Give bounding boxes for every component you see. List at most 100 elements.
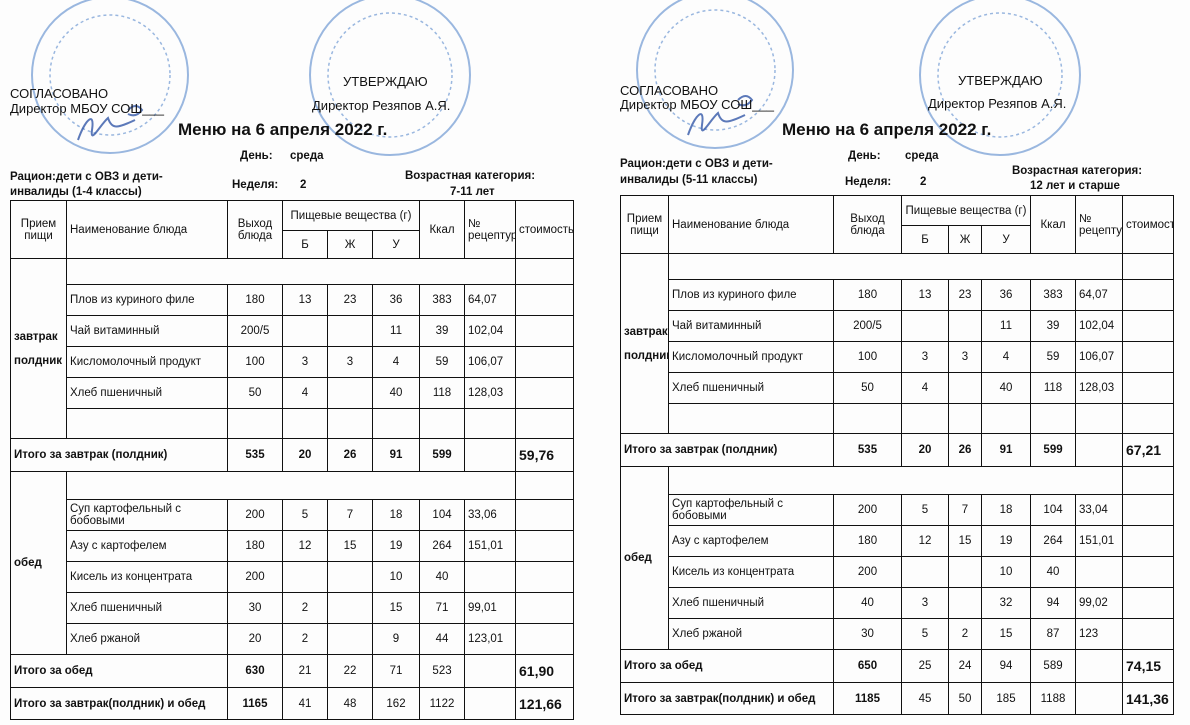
dish-b: 3 <box>901 341 949 373</box>
table-row: Хлеб пшеничный 30 2 15 71 99,01 <box>11 592 575 624</box>
week-value: 2 <box>300 179 307 191</box>
table-row: Кисель из концентрата 200 10 40 <box>11 561 575 593</box>
dish-kcal: 264 <box>1030 525 1077 557</box>
approved-label: УТВЕРЖДАЮ <box>958 73 1043 88</box>
total-u: 91 <box>371 438 421 472</box>
blank-row <box>621 403 1175 434</box>
grand-total-cost: 141,36 <box>1122 682 1175 715</box>
dish-name: Хлеб пшеничный <box>668 587 834 619</box>
grand-total-zh: 48 <box>327 687 373 720</box>
total-recipe <box>464 654 517 688</box>
week-value: 2 <box>920 176 927 188</box>
total-output: 630 <box>227 654 283 688</box>
dish-cost <box>1122 310 1175 342</box>
dish-kcal: 40 <box>419 561 466 593</box>
table-row: Плов из куриного филе 180 13 23 36 383 64,07 <box>621 279 1175 311</box>
dish-output: 100 <box>833 341 902 373</box>
table-row: Кисломолочный продукт 100 3 3 4 59 106,07 <box>11 346 575 378</box>
grand-total-output: 1185 <box>833 682 902 715</box>
table-row: Кисель из концентрата 200 10 40 <box>621 556 1175 588</box>
dish-b: 13 <box>901 279 949 311</box>
table-row: Хлеб пшеничный 40 3 32 94 99,02 <box>621 587 1175 619</box>
dish-kcal: 39 <box>419 315 466 347</box>
dish-cost <box>1122 587 1175 619</box>
total-b: 25 <box>901 649 949 683</box>
dish-output: 50 <box>227 377 283 409</box>
blank-cell <box>464 408 517 439</box>
dish-kcal: 71 <box>419 592 466 624</box>
age-category-label: Возрастная категория: <box>405 170 536 182</box>
dish-zh <box>948 310 982 342</box>
dish-b: 4 <box>901 372 949 404</box>
total-kcal: 523 <box>419 654 466 688</box>
meal-type-cell: завтрак полдник <box>620 253 669 434</box>
dish-cost <box>1122 618 1175 650</box>
dish-u: 4 <box>371 346 421 378</box>
total-u: 94 <box>980 649 1032 683</box>
dish-output: 200 <box>833 494 902 526</box>
dish-u: 36 <box>980 279 1032 311</box>
grand-total-recipe <box>1075 682 1124 715</box>
day-value: среда <box>290 150 324 162</box>
menu-table: Прием пищи Наименование блюда Выход блюда П… <box>10 200 575 720</box>
table-row: Суп картофельный с бобовыми 200 5 7 18 104 33,… <box>621 494 1175 526</box>
dish-u: 4 <box>980 341 1032 373</box>
header-dish: Наименование блюда <box>668 195 834 254</box>
dish-kcal: 118 <box>1030 372 1077 404</box>
total-output: 535 <box>227 438 283 472</box>
dish-zh: 3 <box>327 346 373 378</box>
section-cost <box>1122 253 1175 280</box>
section-row: обед <box>10 471 575 655</box>
blank-cell <box>1030 403 1077 434</box>
dish-recipe: 33,04 <box>1075 494 1124 526</box>
section-total-row: Итого за обед 630 21 22 71 523 61,90 <box>10 654 575 688</box>
meal-type-label: завтрак <box>14 330 58 343</box>
dish-cost <box>1122 372 1175 404</box>
total-kcal: 589 <box>1030 649 1077 683</box>
header-dish: Наименование блюда <box>66 200 228 259</box>
section-blank <box>667 253 1124 280</box>
header-fat: Ж <box>948 225 982 254</box>
dish-name: Хлеб пшеничный <box>668 372 834 404</box>
dish-u: 36 <box>371 284 421 316</box>
table-row: Азу с картофелем 180 12 15 19 264 151,01 <box>11 530 575 562</box>
meal-type-label: завтрак <box>624 325 668 338</box>
dish-output: 180 <box>833 525 902 557</box>
dish-output: 200 <box>227 561 283 593</box>
dish-kcal: 59 <box>1030 341 1077 373</box>
grand-total-kcal: 1188 <box>1030 682 1077 715</box>
header-kcal: Ккал <box>419 200 466 259</box>
total-cost: 61,90 <box>515 654 575 688</box>
meal-type-cell: завтрак полдник <box>10 258 67 439</box>
dish-kcal: 383 <box>1030 279 1077 311</box>
dish-recipe: 123,01 <box>464 623 517 655</box>
dish-name: Хлеб пшеничный <box>66 377 228 409</box>
blank-cell <box>327 408 373 439</box>
dish-kcal: 39 <box>1030 310 1077 342</box>
dish-recipe: 123 <box>1075 618 1124 650</box>
dish-output: 30 <box>833 618 902 650</box>
dish-output: 50 <box>833 372 902 404</box>
dish-recipe: 128,03 <box>464 377 517 409</box>
dish-cost <box>515 315 575 347</box>
dish-b <box>901 556 949 588</box>
dish-zh <box>327 315 373 347</box>
grand-total-row: Итого за завтрак(полдник) и обед 1185 45 50… <box>620 682 1175 715</box>
dish-b: 3 <box>901 587 949 619</box>
menu-title: Меню на 6 апреля 2022 г. <box>178 120 388 139</box>
section-row: обед <box>620 466 1175 650</box>
header-output: Выход блюда <box>227 200 283 259</box>
dish-output: 200/5 <box>833 310 902 342</box>
round-stamp-icon <box>31 0 189 154</box>
grand-total-u: 185 <box>980 682 1032 715</box>
dish-recipe: 106,07 <box>464 346 517 378</box>
approved-by: Директор Резяпов А.Я. <box>928 96 1067 111</box>
week-label: Неделя: <box>232 179 279 191</box>
total-label: Итого за завтрак (полдник) <box>620 433 834 467</box>
header-protein: Б <box>901 225 949 254</box>
section-blank <box>667 466 1124 495</box>
menu-table: Прием пищи Наименование блюда Выход блюда П… <box>620 195 1175 715</box>
dish-name: Плов из куриного филе <box>66 284 228 316</box>
menu-title: Меню на 6 апреля 2022 г. <box>782 120 992 139</box>
dish-name: Азу с картофелем <box>66 530 228 562</box>
